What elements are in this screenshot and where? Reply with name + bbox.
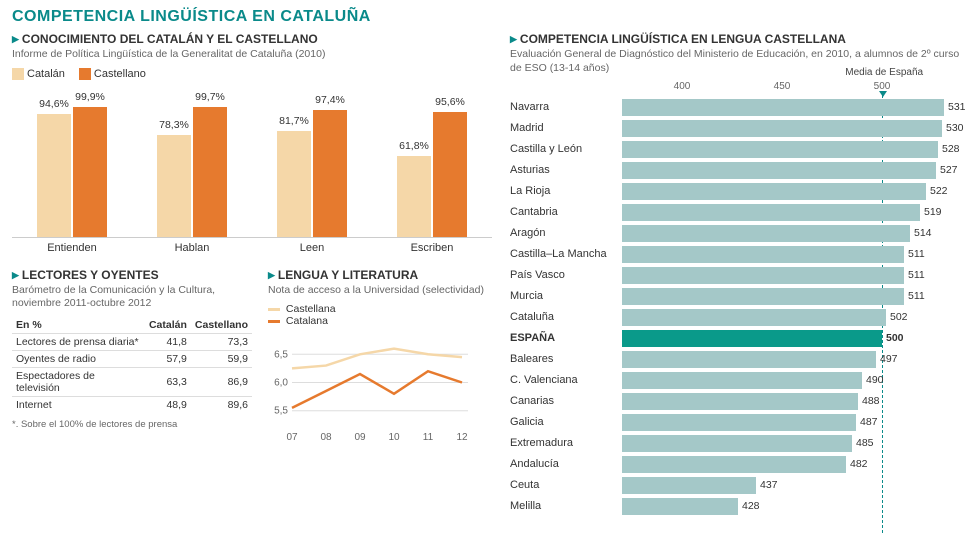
hbar-row: Asturias527 [510,160,966,180]
svg-text:5,5: 5,5 [274,406,288,417]
lengua-title: LENGUA Y LITERATURA [268,268,488,282]
swatch-line-cast [268,308,280,311]
hbar-row: Extremadura485 [510,433,966,453]
lengua-linechart: 5,5 6,0 6,5 07 08 09 10 11 12 [268,335,488,445]
svg-text:6,0: 6,0 [274,378,288,389]
main-title: COMPETENCIA LINGÜÍSTICA EN CATALUÑA [12,8,968,26]
lectores-table: En %CatalánCastellanoLectores de prensa … [12,317,252,413]
svg-text:07: 07 [286,432,298,443]
hbar-row: Cantabria519 [510,202,966,222]
hbar-row: Canarias488 [510,391,966,411]
knowledge-categories: EntiendenHablanLeenEscriben [12,242,492,254]
svg-text:09: 09 [354,432,366,443]
hbar-row: Murcia511 [510,286,966,306]
hbar-row: Aragón514 [510,223,966,243]
swatch-castellano [79,68,91,80]
hbar-row: Andalucía482 [510,454,966,474]
svg-text:08: 08 [320,432,332,443]
hbar-row: Ceuta437 [510,475,966,495]
hbar-row: Galicia487 [510,412,966,432]
hbar-row: Melilla428 [510,496,966,516]
hbar-row: Baleares497 [510,349,966,369]
hbar-row: ESPAÑA500 [510,328,966,348]
svg-text:11: 11 [423,432,434,443]
hbar-row: Castilla y León528 [510,139,966,159]
lectores-footnote: *. Sobre el 100% de lectores de prensa [12,419,252,430]
hbar-row: Madrid530 [510,118,966,138]
lectores-title: LECTORES Y OYENTES [12,268,252,282]
lectores-subtitle: Barómetro de la Comunicación y la Cultur… [12,284,252,311]
knowledge-barchart: 94,6%99,9%78,3%99,7%81,7%97,4%61,8%95,6% [12,88,492,238]
knowledge-legend: Catalán Castellano [12,68,492,80]
competencia-chart: Media de España400450500Navarra531Madrid… [510,81,966,516]
hbar-row: País Vasco511 [510,265,966,285]
knowledge-subtitle: Informe de Política Lingüística de la Ge… [12,48,492,62]
svg-text:6,5: 6,5 [274,350,288,361]
line-svg: 5,5 6,0 6,5 07 08 09 10 11 12 [268,335,468,446]
lengua-subtitle: Nota de acceso a la Universidad (selecti… [268,284,488,298]
svg-text:10: 10 [388,432,400,443]
hbar-row: Castilla–La Mancha511 [510,244,966,264]
hbar-row: La Rioja522 [510,181,966,201]
knowledge-title: CONOCIMIENTO DEL CATALÁN Y EL CASTELLANO [12,32,492,46]
swatch-catalan [12,68,24,80]
svg-text:12: 12 [456,432,468,443]
competencia-title: COMPETENCIA LINGÜÍSTICA EN LENGUA CASTEL… [510,32,966,46]
hbar-row: Navarra531 [510,97,966,117]
hbar-row: C. Valenciana490 [510,370,966,390]
swatch-line-cat [268,320,280,323]
hbar-row: Cataluña502 [510,307,966,327]
lengua-legend: Castellana Catalana [268,303,488,327]
